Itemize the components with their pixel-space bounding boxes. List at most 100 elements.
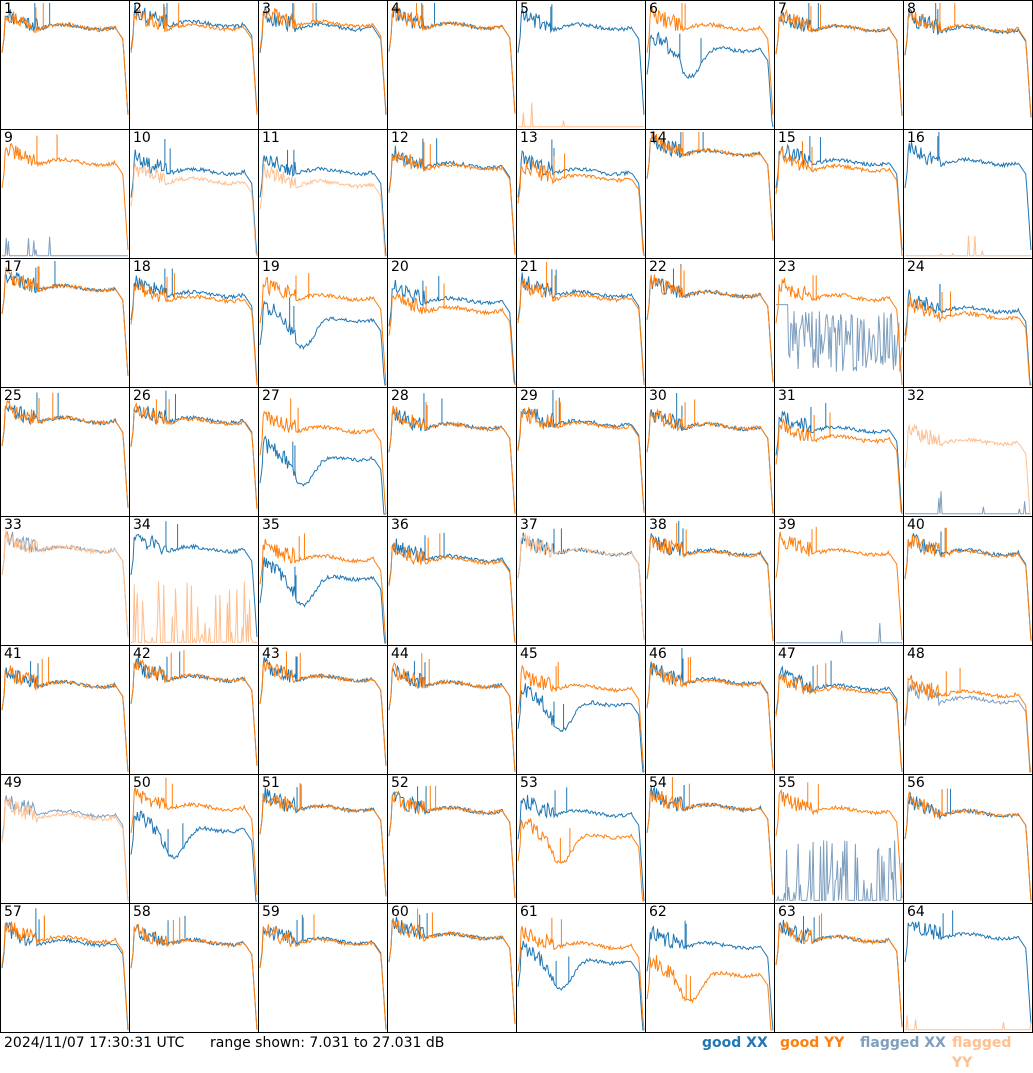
panel-2: 2: [129, 0, 259, 130]
panel-29: 29: [516, 387, 646, 517]
panel-14: 14: [645, 129, 775, 259]
panel-plot-44: [388, 653, 516, 773]
panel-plot-4: [388, 3, 516, 114]
panel-54: 54: [645, 774, 775, 904]
panel-plot-52: [388, 785, 516, 899]
series-yy-53: [517, 818, 644, 902]
panel-31: 31: [774, 387, 904, 517]
series-xx-18: [130, 275, 258, 383]
spectra-grid: 1 2 3 4 5 6 7 8 9 10 11 12 13 14 15 16 17 18 19 20 21 22 23 24 2…: [0, 0, 1033, 1033]
panel-43: 43: [258, 645, 388, 775]
series-xx-35: [259, 557, 386, 644]
panel-label: 10: [133, 130, 151, 146]
panel-64: 64: [903, 903, 1033, 1033]
panel-16: 16: [903, 129, 1033, 259]
panel-label: 36: [391, 517, 409, 533]
panel-56: 56: [903, 774, 1033, 904]
series-xx-28: [388, 408, 516, 515]
panel-label: 50: [133, 775, 151, 791]
panel-plot-16: [904, 132, 1032, 257]
panel-plot-39: [775, 526, 903, 644]
panel-label: 4: [391, 1, 400, 17]
panel-41: 41: [0, 645, 130, 775]
panel-25: 25: [0, 387, 130, 517]
panel-plot-9: [1, 134, 129, 257]
series-yy-13: [517, 161, 645, 257]
panel-plot-50: [130, 777, 258, 902]
panel-plot-14: [646, 132, 774, 241]
panel-45: 45: [516, 645, 646, 775]
series-xx-45: [517, 683, 644, 773]
panel-34: 34: [129, 516, 259, 646]
panel-plot-15: [775, 136, 903, 257]
series-yy-62: [646, 955, 773, 1031]
panel-label: 54: [649, 775, 667, 791]
series-yy-49: [1, 797, 129, 902]
series-yy-44: [388, 662, 516, 773]
panel-10: 10: [129, 129, 259, 259]
panel-label: 32: [907, 388, 925, 404]
panel-plot-25: [1, 392, 129, 509]
series-xx-19: [259, 300, 386, 386]
panel-label: 27: [262, 388, 280, 404]
series-yy-26: [130, 401, 258, 510]
series-yy-9: [1, 142, 129, 251]
series-xx-26: [130, 405, 258, 509]
series-xx-3: [259, 6, 387, 115]
series-xx-43: [259, 656, 387, 767]
panel-plot-45: [517, 662, 645, 773]
panel-plot-55: [775, 782, 903, 901]
panel-30: 30: [645, 387, 775, 517]
series-yy-16: [905, 235, 1031, 257]
panel-label: 15: [778, 130, 796, 146]
panel-plot-31: [775, 403, 903, 515]
series-yy-27: [259, 410, 387, 515]
panel-label: 44: [391, 646, 409, 662]
series-xx-31: [775, 410, 903, 515]
series-xx-27: [259, 435, 386, 515]
series-yy-51: [259, 793, 387, 897]
panel-plot-60: [388, 908, 516, 1025]
series-yy-60: [388, 919, 516, 1025]
series-yy-63: [775, 921, 903, 1028]
legend-flagged-xx: flagged XX: [860, 1035, 946, 1051]
panel-plot-17: [1, 261, 129, 376]
panel-label: 58: [133, 904, 151, 920]
series-yy-20: [388, 291, 516, 386]
series-yy-59: [259, 924, 387, 1031]
series-yy-31: [775, 417, 903, 515]
series-yy-38: [646, 534, 774, 642]
panel-plot-23: [775, 275, 903, 386]
panel-label: 43: [262, 646, 280, 662]
footer: 2024/11/07 17:30:31 UTC range shown: 7.0…: [0, 1033, 1033, 1071]
panel-plot-48: [904, 667, 1032, 773]
panel-label: 26: [133, 388, 151, 404]
series-xx-57: [1, 921, 129, 1031]
panel-label: 46: [649, 646, 667, 662]
panel-plot-12: [388, 138, 516, 256]
panel-label: 3: [262, 1, 271, 17]
series-yy-48: [904, 674, 1032, 773]
panel-label: 59: [262, 904, 280, 920]
panel-plot-56: [904, 788, 1032, 902]
series-yy-24: [904, 295, 1031, 386]
series-yy-25: [1, 399, 129, 509]
series-xx-32: [905, 491, 1031, 515]
series-xx-44: [388, 664, 516, 773]
series-yy-4: [388, 5, 516, 114]
series-yy-42: [130, 657, 258, 767]
panel-plot-27: [259, 398, 387, 515]
panel-label: 12: [391, 130, 409, 146]
panel-3: 3: [258, 0, 388, 130]
panel-47: 47: [774, 645, 904, 775]
panel-label: 53: [520, 775, 538, 791]
panel-7: 7: [774, 0, 904, 130]
panel-label: 21: [520, 259, 538, 275]
panel-label: 17: [4, 259, 22, 275]
panel-label: 61: [520, 904, 538, 920]
panel-plot-18: [130, 268, 258, 386]
panel-6: 6: [645, 0, 775, 130]
series-xx-9: [2, 236, 128, 257]
panel-22: 22: [645, 258, 775, 388]
series-yy-1: [1, 11, 129, 115]
